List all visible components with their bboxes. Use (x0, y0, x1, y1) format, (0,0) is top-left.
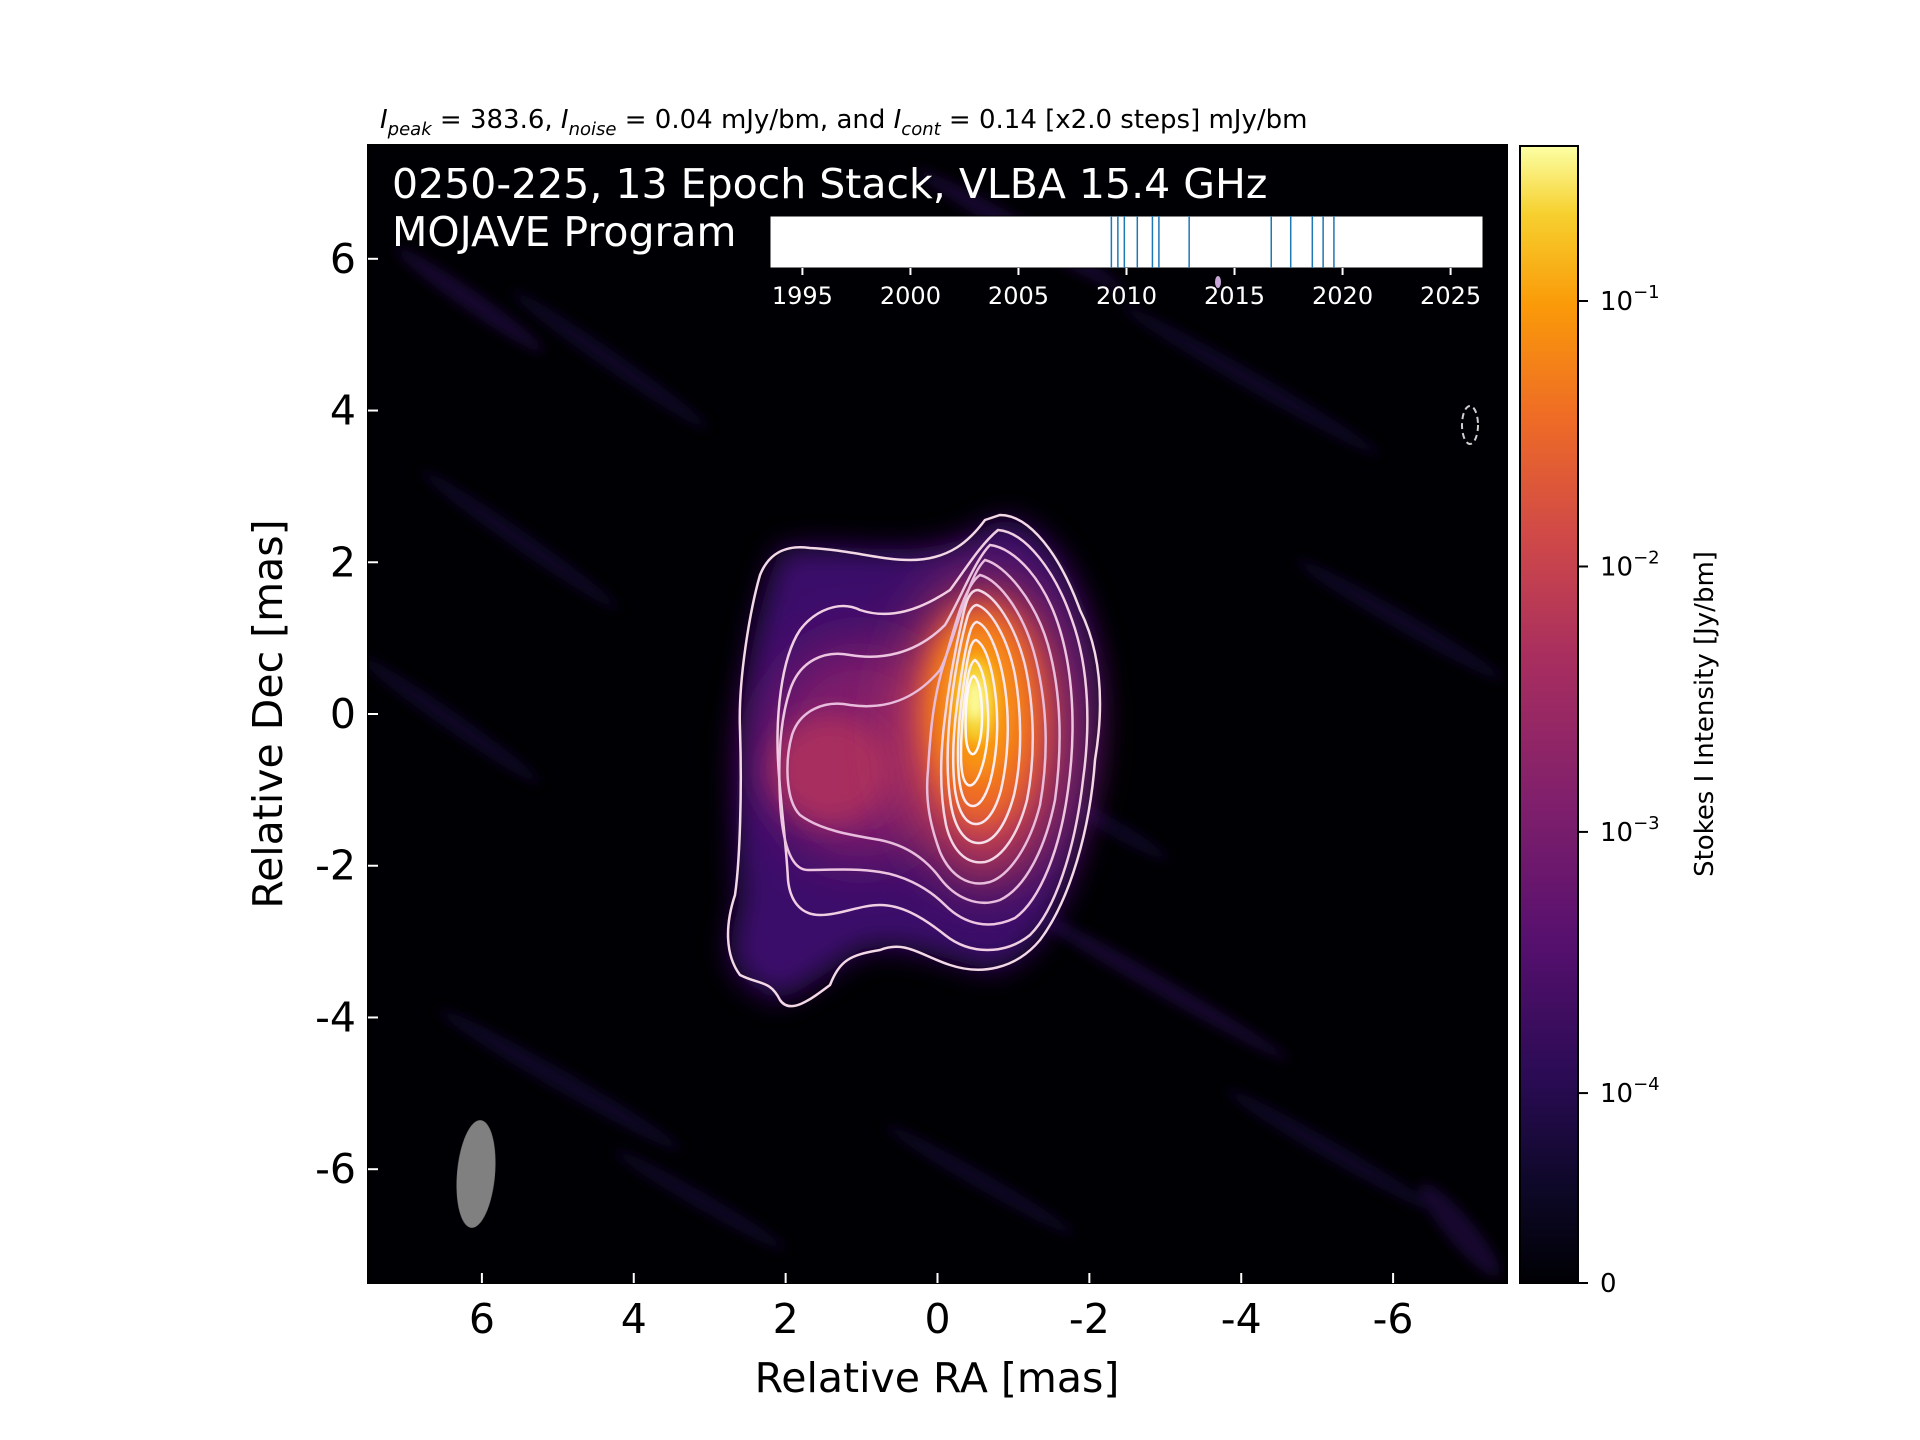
dashed-marker (1461, 405, 1479, 445)
y-tick-label: 6 (330, 235, 356, 283)
x-axis-ticks: 6 4 2 0 -2 -4 -6 (469, 1273, 1414, 1343)
x-axis-label: Relative RA [mas] (755, 1354, 1120, 1402)
colorbar-tick-exponent: −4 (1633, 1074, 1660, 1095)
contour-level-8 (952, 620, 1010, 826)
contour-level-2 (776, 528, 1089, 952)
colorbar-tick-exponent: −1 (1633, 282, 1660, 303)
colorbar-tick-base: 0 (1600, 1269, 1617, 1299)
y-tick-label: 4 (330, 387, 356, 435)
colorbar-tick-base: 10 (1600, 552, 1633, 582)
small-dot (1215, 276, 1221, 288)
title-text1: = 383.6, (432, 105, 561, 135)
colorbar-tick-label: 10−1 (1600, 282, 1660, 317)
title-i1: I (380, 105, 388, 135)
timeline-tick-label: 2010 (1096, 282, 1157, 310)
colorbar-tick-exponent: −2 (1633, 547, 1660, 568)
x-tick-label: -4 (1221, 1295, 1262, 1343)
y-tick-label: -4 (315, 993, 356, 1041)
title-text3: = 0.14 [x2.0 steps] mJy/bm (941, 105, 1308, 135)
title-i2: I (561, 105, 569, 135)
beam-ellipse (456, 1120, 496, 1228)
contour-level-5 (925, 573, 1047, 885)
timeline-tick-label: 2000 (880, 282, 941, 310)
colorbar-tick-exponent: −3 (1633, 813, 1660, 834)
timeline-tick-label: 2025 (1420, 282, 1481, 310)
colorbar-tick-label: 0 (1600, 1269, 1617, 1299)
contour-level-10 (959, 658, 990, 787)
x-tick-label: -6 (1373, 1295, 1414, 1343)
program-annotation: MOJAVE Program (392, 208, 736, 256)
y-tick-label: -2 (315, 842, 356, 890)
title-sub-peak: peak (387, 119, 434, 140)
title-sub-noise: noise (569, 119, 617, 140)
title-sub-cont: cont (901, 119, 941, 140)
x-tick-label: 2 (773, 1295, 799, 1343)
x-tick-label: 4 (621, 1295, 647, 1343)
title-text2: = 0.04 mJy/bm, and (616, 105, 893, 135)
y-tick-label: 0 (330, 690, 356, 738)
colorbar-tick-label: 10−4 (1600, 1074, 1660, 1109)
contour-level-9 (956, 638, 999, 808)
y-tick-label: -6 (315, 1145, 356, 1193)
contour-level-3 (778, 543, 1074, 926)
x-tick-label: -2 (1069, 1295, 1110, 1343)
colorbar: 10−110−210−310−40 Stokes I Intensity [Jy… (1519, 145, 1720, 1299)
timeline-tick-label: 2015 (1204, 282, 1265, 310)
contour-level-1 (726, 513, 1102, 1008)
contour-level-6 (939, 588, 1034, 864)
title-i3: I (894, 105, 902, 135)
y-tick-label: 2 (330, 538, 356, 586)
timeline-tick-label: 2020 (1312, 282, 1373, 310)
x-tick-label: 0 (924, 1295, 950, 1343)
intensity-map (368, 145, 1507, 1283)
timeline-tick-label: 2005 (988, 282, 1049, 310)
contour-level-7 (946, 603, 1022, 845)
chart-title: Ipeak = 383.6, Inoise = 0.04 mJy/bm, and… (380, 105, 1307, 140)
contour-level-11 (964, 674, 984, 756)
colorbar-frame (1519, 145, 1579, 1284)
timeline-inset: 1995 2000 2005 2010 2015 2020 2025 (769, 215, 1484, 310)
colorbar-tick-label: 10−3 (1600, 813, 1660, 848)
y-axis-ticks: 6 4 2 0 -2 -4 -6 (315, 235, 378, 1193)
source-annotation: 0250-225, 13 Epoch Stack, VLBA 15.4 GHz (392, 160, 1267, 208)
y-axis-label: Relative Dec [mas] (244, 519, 292, 908)
timeline-ticks: 1995 2000 2005 2010 2015 2020 2025 (772, 268, 1481, 310)
timeline-tick-label: 1995 (772, 282, 833, 310)
colorbar-tick-base: 10 (1600, 1079, 1633, 1109)
colorbar-gradient (1520, 146, 1578, 1283)
contour-lines (726, 513, 1102, 1008)
colorbar-tick-base: 10 (1600, 287, 1633, 317)
colorbar-tick-base: 10 (1600, 818, 1633, 848)
timeline-box (769, 215, 1484, 269)
x-tick-label: 6 (469, 1295, 495, 1343)
contour-level-4 (786, 558, 1061, 905)
colorbar-ticks: 10−110−210−310−40 (1578, 282, 1660, 1299)
timeline-epochs (1110, 216, 1335, 268)
colorbar-tick-label: 10−2 (1600, 547, 1660, 582)
colorbar-label: Stokes I Intensity [Jy/bm] (1690, 551, 1720, 877)
